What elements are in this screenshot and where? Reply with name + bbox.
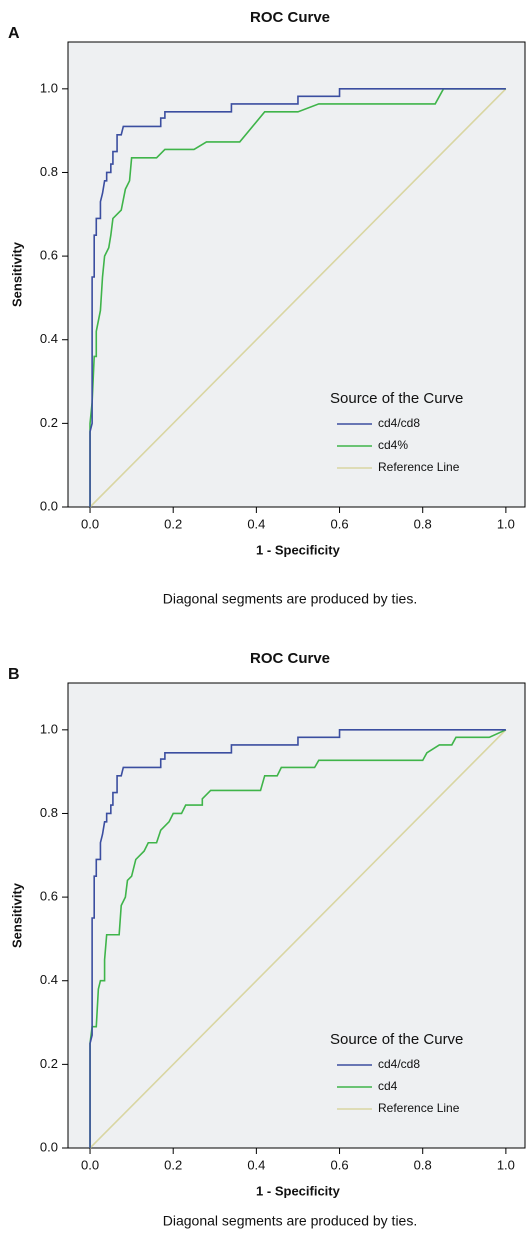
- x-tick-label: 0.0: [81, 1157, 99, 1172]
- x-tick-label: 0.4: [247, 516, 265, 531]
- footnote: Diagonal segments are produced by ties.: [163, 1213, 417, 1229]
- legend-label: cd4%: [378, 438, 408, 452]
- legend-label: Reference Line: [378, 460, 460, 474]
- x-axis-label: 1 - Specificity: [256, 1183, 341, 1198]
- y-tick-label: 0.0: [40, 1139, 58, 1154]
- y-tick-label: 0.0: [40, 498, 58, 513]
- y-tick-label: 0.8: [40, 164, 58, 179]
- chart-title: ROC Curve: [250, 9, 330, 26]
- y-tick-label: 1.0: [40, 721, 58, 736]
- roc-line: [89, 88, 506, 507]
- plot-area: [67, 41, 526, 508]
- x-tick-label: 0.4: [247, 1157, 265, 1172]
- roc-line: [89, 729, 507, 1148]
- y-tick-label: 0.4: [40, 331, 58, 346]
- roc-line: [89, 729, 506, 1148]
- legend-label: Reference Line: [378, 1101, 460, 1115]
- y-axis-label: Sensitivity: [9, 882, 24, 948]
- footnote: Diagonal segments are produced by ties.: [163, 591, 417, 607]
- roc-line: [89, 88, 507, 508]
- x-tick-label: 0.2: [164, 1157, 182, 1172]
- chart-title: ROC Curve: [250, 650, 330, 667]
- x-tick-label: 1.0: [497, 516, 515, 531]
- y-tick-label: 1.0: [40, 80, 58, 95]
- y-tick-label: 0.6: [40, 248, 58, 263]
- panel-label: B: [8, 666, 20, 683]
- legend-title: Source of the Curve: [330, 1031, 463, 1048]
- x-axis-label: 1 - Specificity: [256, 542, 341, 557]
- y-tick-label: 0.2: [40, 415, 58, 430]
- x-tick-label: 0.6: [330, 1157, 348, 1172]
- x-tick-label: 0.6: [330, 516, 348, 531]
- legend-title: Source of the Curve: [330, 390, 463, 407]
- y-tick-label: 0.4: [40, 972, 58, 987]
- y-tick-label: 0.2: [40, 1056, 58, 1071]
- roc-line: [89, 88, 506, 507]
- roc-line: [89, 729, 507, 1149]
- legend-label: cd4/cd8: [378, 416, 420, 430]
- x-tick-label: 1.0: [497, 1157, 515, 1172]
- legend-label: cd4/cd8: [378, 1057, 420, 1071]
- x-tick-label: 0.2: [164, 516, 182, 531]
- x-tick-label: 0.8: [414, 1157, 432, 1172]
- panel-label: A: [8, 25, 20, 42]
- legend-label: cd4: [378, 1079, 398, 1093]
- x-tick-label: 0.0: [81, 516, 99, 531]
- y-tick-label: 0.8: [40, 805, 58, 820]
- plot-area: [67, 682, 526, 1149]
- y-tick-label: 0.6: [40, 889, 58, 904]
- y-axis-label: Sensitivity: [9, 241, 24, 307]
- x-tick-label: 0.8: [414, 516, 432, 531]
